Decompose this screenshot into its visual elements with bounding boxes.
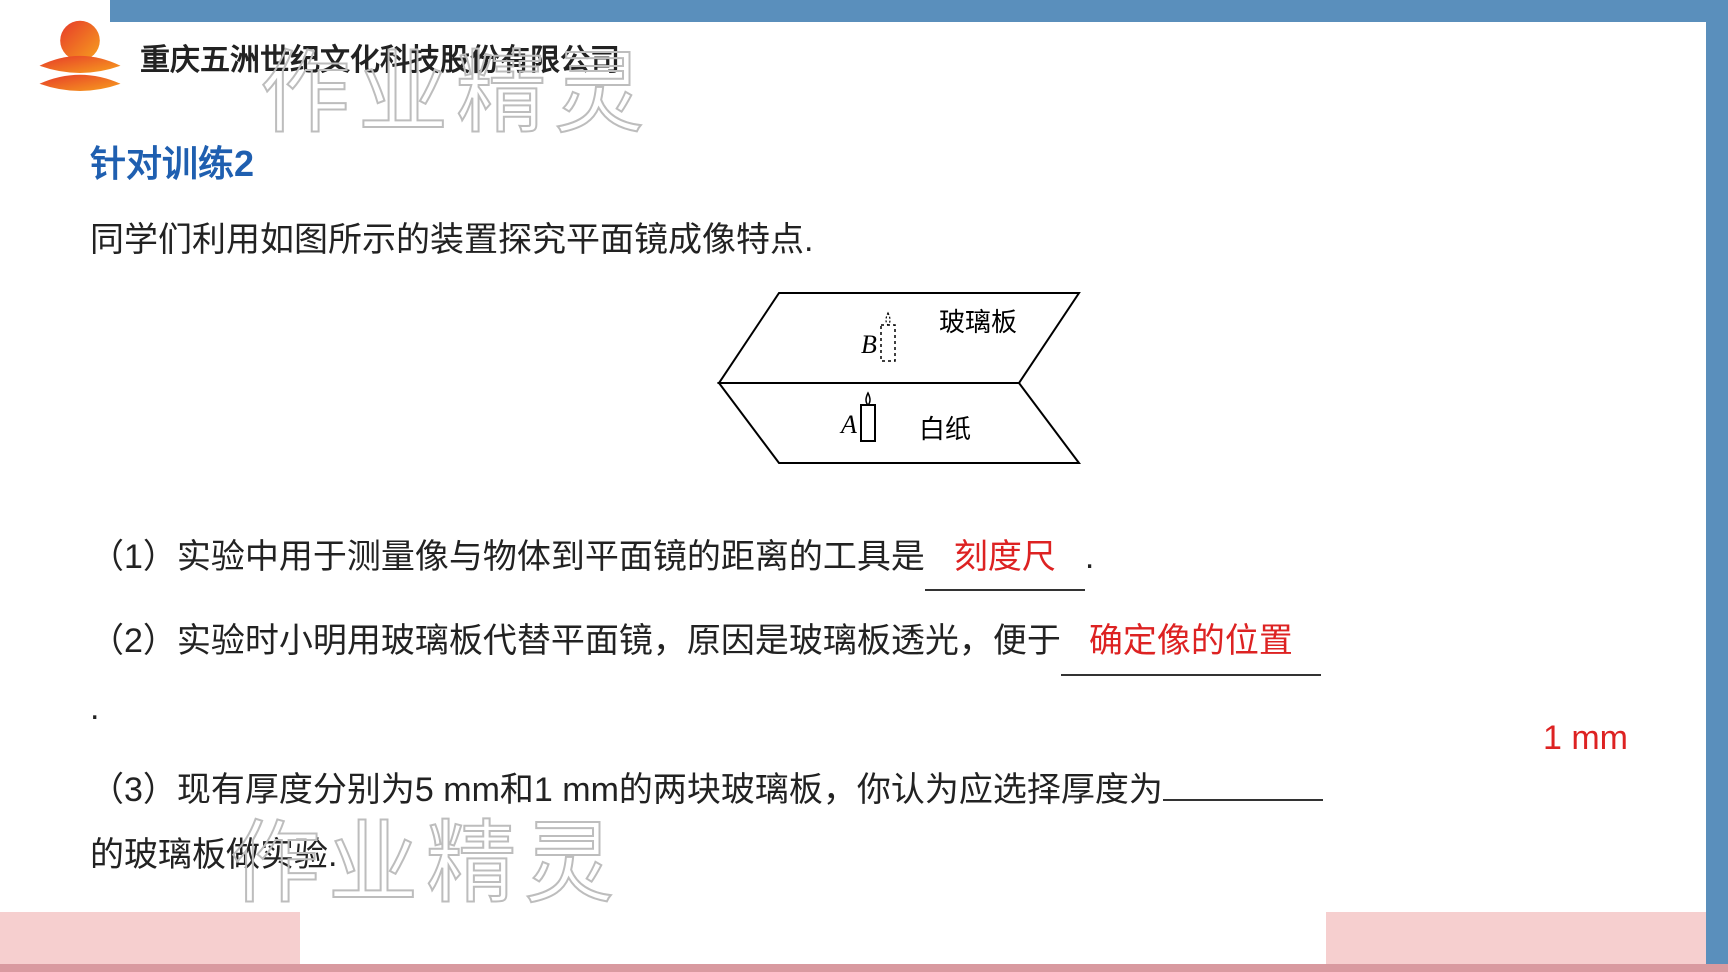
bottom-right-pink-block — [1326, 912, 1706, 972]
diagram-label-glass: 玻璃板 — [939, 307, 1017, 337]
question-1: （1）实验中用于测量像与物体到平面镜的距离的工具是刻度尺. — [90, 525, 1668, 592]
content-area: 针对训练2 同学们利用如图所示的装置探究平面镜成像特点. A B 玻璃板 白纸 … — [90, 130, 1668, 888]
svg-text:A: A — [839, 410, 857, 439]
svg-text:B: B — [861, 330, 877, 359]
q3-answer-floating: 1 mm — [1543, 706, 1628, 771]
company-name: 重庆五洲世纪文化科技股份有限公司 — [140, 35, 620, 79]
q3-prefix: （3）现有厚度分别为5 mm和1 mm的两块玻璃板，你认为应选择厚度为 — [90, 771, 1163, 809]
q2-prefix: （2）实验时小明用玻璃板代替平面镜，原因是玻璃板透光，便于 — [90, 622, 1061, 660]
q3-line2: 的玻璃板做实验. — [90, 823, 1668, 888]
question-2: （2）实验时小明用玻璃板代替平面镜，原因是玻璃板透光，便于确定像的位置 — [90, 609, 1668, 676]
intro-text: 同学们利用如图所示的装置探究平面镜成像特点. — [90, 208, 1668, 273]
right-accent-bar — [1706, 0, 1728, 972]
q1-answer-blank: 刻度尺 — [925, 525, 1085, 592]
bottom-left-pink-block — [0, 912, 300, 972]
question-3: 1 mm （3）现有厚度分别为5 mm和1 mm的两块玻璃板，你认为应选择厚度为 — [90, 758, 1668, 823]
bottom-accent-line — [0, 964, 1728, 972]
q1-prefix: （1）实验中用于测量像与物体到平面镜的距离的工具是 — [90, 538, 925, 576]
company-logo — [35, 10, 125, 100]
section-title: 针对训练2 — [90, 130, 1668, 198]
diagram-label-paper: 白纸 — [919, 414, 971, 444]
q2-answer-blank: 确定像的位置 — [1061, 609, 1321, 676]
experiment-diagram: A B 玻璃板 白纸 — [90, 283, 1668, 505]
q1-suffix: . — [1085, 538, 1094, 576]
q2-line2: . — [90, 676, 1668, 741]
top-accent-bar — [110, 0, 1728, 22]
q3-answer-blank — [1163, 799, 1323, 801]
